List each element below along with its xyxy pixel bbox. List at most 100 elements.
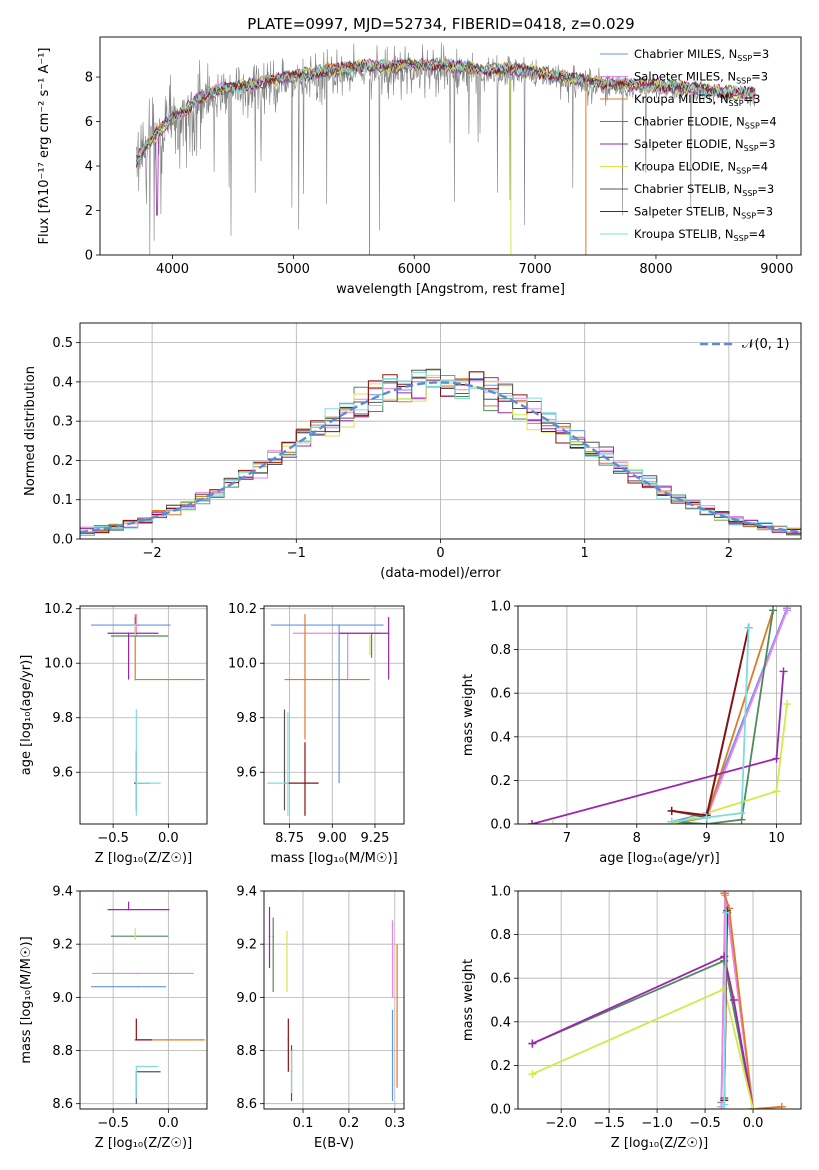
x-tick-label: 2 [725,546,733,561]
legend-label-4: Salpeter ELODIE, NSSP=3 [634,137,776,153]
axes-frame [99,36,802,256]
x-tick-label: 0.0 [158,1116,179,1131]
x-tick-label: −1 [287,546,306,561]
x-tick-label: 8000 [639,262,672,277]
y-tick-label: 0.4 [490,730,511,745]
x-axis-label: Z [log₁₀(Z/Z☉)] [611,1136,708,1151]
data-point-0 [137,985,140,988]
x-tick-label: 4000 [156,262,189,277]
x-tick-label: 0.3 [384,1116,405,1131]
series-marker-4 [527,820,536,824]
axes-frame [517,605,802,825]
x-tick-label: 1 [581,546,589,561]
residuals-panel: −2 −1 0 1 2 0.0 0.1 0.2 0.3 0.4 0.5 (data-model)/er… [23,322,802,581]
series-marker-5 [548,820,557,824]
y-tick-label: 9.8 [52,711,73,726]
data-point-0 [391,1009,394,1012]
y-tick-label: 0.4 [52,375,73,390]
series-line-4 [532,955,754,1109]
x-tick-label: −0.5 [689,1116,721,1131]
data-point-4 [127,908,130,911]
data-point-5 [369,635,371,637]
x-axis-label: E(B-V) [314,1136,354,1151]
data-point-5 [134,938,137,940]
x-axis-label: age [log₁₀(age/yr)] [599,851,720,866]
legend-label-8: Kroupa STELIB, NSSP=4 [634,227,765,243]
x-tick-label: 8 [633,831,641,846]
x-tick-label: 0 [436,546,444,561]
series-marker-2 [777,1102,786,1109]
x-tick-label: 9000 [760,262,793,277]
data-point-8 [135,1065,138,1068]
data-point-4 [387,632,390,635]
x-tick-label: 0.0 [158,831,179,846]
y-axis-label: age [log₁₀(age/yr)] [19,655,34,776]
legend-label-1: Salpeter MILES, NSSP=3 [634,70,768,86]
series-marker-8 [744,623,753,632]
y-tick-label: 8.6 [236,1097,257,1112]
series-marker-5 [528,1070,537,1079]
x-tick-label: −1.5 [593,1116,625,1131]
y-tick-label: 9.2 [236,938,257,953]
data-point-0 [338,624,340,626]
data-point-0 [137,624,140,626]
x-tick-label: 7 [563,831,571,846]
legend-label-6: Chabrier STELIB, NSSP=3 [634,182,774,198]
y-tick-label: 0.8 [490,928,511,943]
y-tick-label: 0.0 [490,1103,511,1118]
series-marker-4 [779,667,788,676]
axes-frame [263,890,405,1110]
y-tick-label: 10.2 [228,602,257,617]
plot-area [518,891,801,1109]
model-spectrum-6 [135,57,756,165]
axes-frame [79,322,802,540]
data-point-7 [135,1039,138,1041]
y-tick-label: 9.0 [52,991,73,1006]
y-tick-label: 6 [85,115,93,130]
plot-content [80,368,801,539]
series-marker-8 [667,817,676,824]
x-tick-label: −0.5 [97,831,129,846]
data-point-7 [287,1039,290,1041]
figure-title: PLATE=0997, MJD=52734, FIBERID=0418, z=0… [247,15,634,33]
series-marker-2 [720,891,729,898]
plot-content [268,906,398,1102]
y-tick-label: 0.5 [52,336,73,351]
x-tick-label: 8.75 [275,831,304,846]
y-tick-label: 0.3 [52,415,73,430]
x-tick-label: 6000 [398,262,431,277]
axes-frame [517,890,802,1110]
legend-label-0: Chabrier MILES, NSSP=3 [634,47,769,63]
normal-curve-line [80,381,801,534]
axes-frame [79,890,208,1110]
y-tick-label: 8.8 [52,1044,73,1059]
spectrum-panel: 4000 5000 6000 7000 8000 9000 0 2 4 6 8 wavelength … [37,36,802,297]
data-point-2 [304,678,306,681]
model-spectrum-5 [136,57,756,162]
spectrum-legend: Chabrier MILES, NSSP=3 Salpeter MILES, NS… [600,47,777,243]
x-axis-label: Z [log₁₀(Z/Z☉)] [95,1136,192,1151]
legend-label-2: Kroupa MILES, NSSP=3 [634,92,760,108]
data-point-8 [287,782,289,784]
y-tick-label: 0.6 [490,687,511,702]
data-point-5 [134,624,137,626]
series-marker-8 [737,809,746,818]
plot-content [267,614,390,816]
y-axis-label: mass [log₁₀(M/M☉)] [19,936,34,1063]
x-tick-label: 5000 [277,262,310,277]
series-line-5 [552,703,788,824]
y-tick-label: 9.8 [236,711,257,726]
series-marker-4 [528,1039,537,1048]
y-tick-label: 0.2 [52,454,73,469]
plot-area [264,891,404,1109]
y-tick-label: 9.6 [52,766,73,781]
plot-content [91,901,205,1104]
x-axis-label: (data-model)/error [380,566,501,581]
legend-label-3: Chabrier ELODIE, NSSP=4 [634,115,777,131]
x-tick-label: 9.25 [360,831,389,846]
age-vs-mass-panel: 8.75 9.00 9.25 9.6 9.8 10.0 10.2 mass [log₁₀(M/… [228,602,405,866]
x-tick-label: −2.0 [545,1116,577,1131]
y-axis-label: mass weight [461,674,476,756]
y-tick-label: 4 [85,160,93,175]
x-axis-label: Z [log₁₀(Z/Z☉)] [95,851,192,866]
